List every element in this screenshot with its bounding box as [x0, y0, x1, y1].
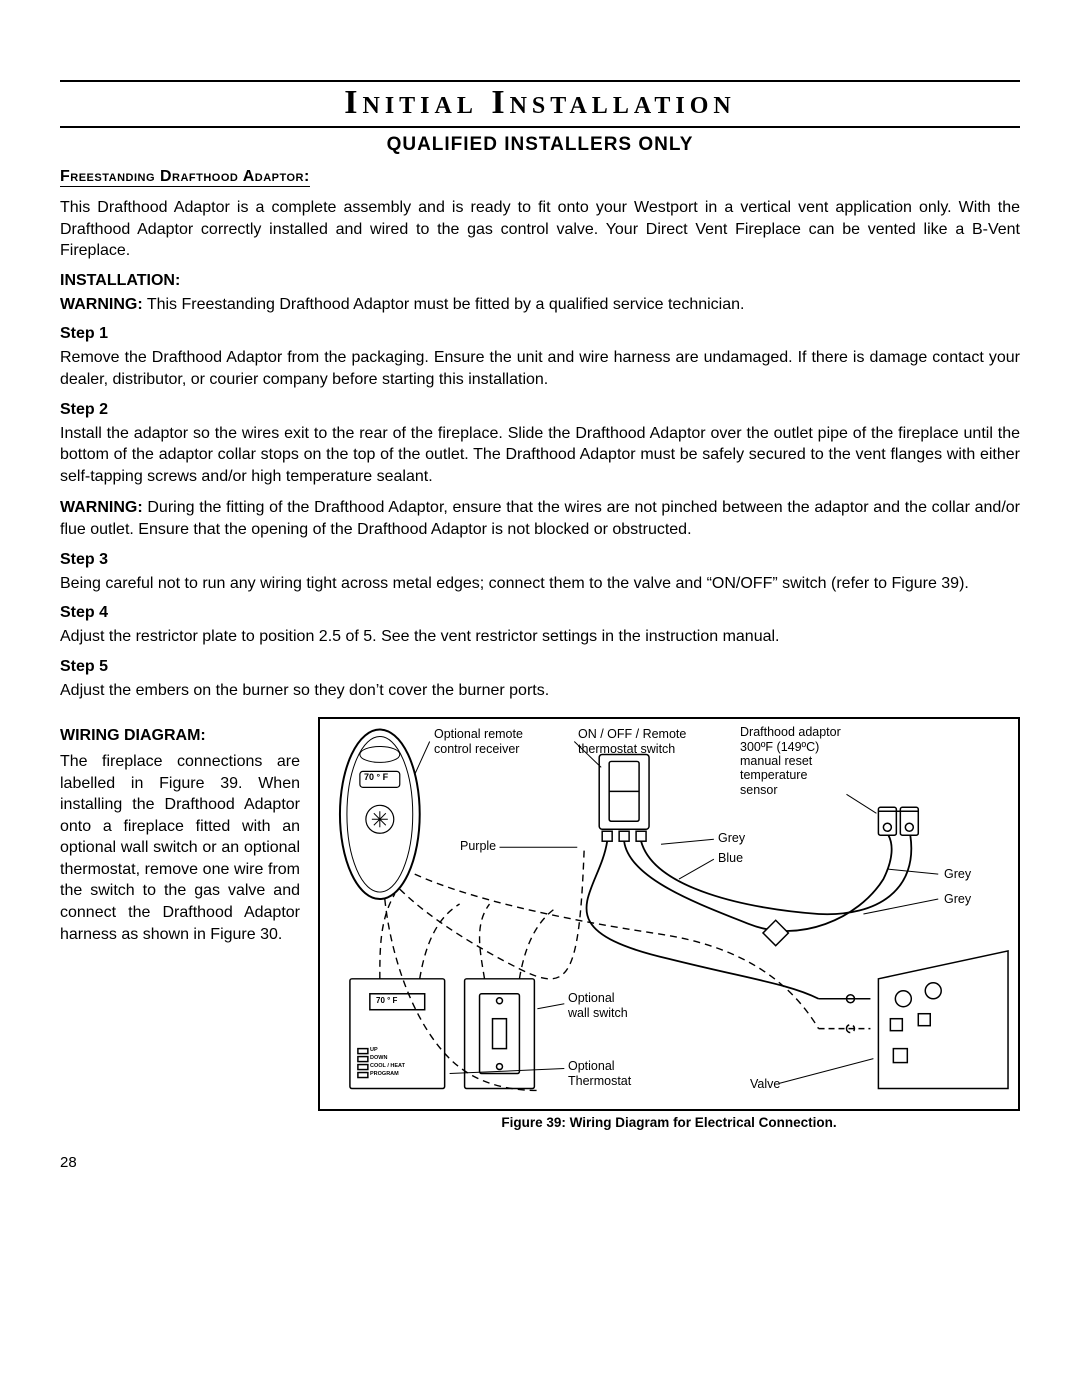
section-heading-adaptor: Freestanding Drafthood Adaptor: [60, 168, 310, 187]
wiring-right-col: Optional remotecontrol receiver ON / OFF… [318, 717, 1020, 1130]
step5-heading: Step 5 [60, 658, 1020, 676]
label-grey-3: Grey [944, 892, 971, 906]
diagram-caption: Figure 39: Wiring Diagram for Electrical… [318, 1115, 1020, 1130]
label-grey-1: Grey [718, 831, 745, 845]
page-title: Initial Installation [60, 84, 1020, 122]
page-number: 28 [60, 1154, 1020, 1171]
wiring-diagram: Optional remotecontrol receiver ON / OFF… [318, 717, 1020, 1111]
label-optional-remote: Optional remotecontrol receiver [434, 727, 523, 756]
page-subtitle: QUALIFIED INSTALLERS ONLY [60, 134, 1020, 156]
label-valve: Valve [750, 1077, 780, 1091]
label-purple: Purple [460, 839, 496, 853]
installation-heading: INSTALLATION: [60, 272, 1020, 290]
step2-heading: Step 2 [60, 401, 1020, 419]
warning-label-2: WARNING: [60, 499, 143, 516]
remote-temp-readout: 70 ° F [364, 772, 388, 782]
warning-label: WARNING: [60, 296, 143, 313]
label-onoff-switch: ON / OFF / Remotethermostat switch [578, 727, 686, 756]
warning-text-2: During the fitting of the Drafthood Adap… [60, 499, 1020, 538]
label-optional-thermostat: OptionalThermostat [568, 1059, 631, 1088]
warning-text: This Freestanding Drafthood Adaptor must… [143, 296, 745, 313]
step3-text: Being careful not to run any wiring tigh… [60, 573, 1020, 595]
label-drafthood-adaptor: Drafthood adaptor300ºF (149ºC)manual res… [740, 725, 890, 797]
wiring-section: WIRING DIAGRAM: The fireplace connection… [60, 717, 1020, 1130]
step4-text: Adjust the restrictor plate to position … [60, 626, 1020, 648]
wiring-text: The fireplace connections are labelled i… [60, 751, 300, 945]
step4-heading: Step 4 [60, 604, 1020, 622]
wiring-heading: WIRING DIAGRAM: [60, 725, 300, 747]
step2-warning: WARNING: During the fitting of the Draft… [60, 497, 1020, 540]
step5-text: Adjust the embers on the burner so they … [60, 680, 1020, 702]
label-blue: Blue [718, 851, 743, 865]
step1-heading: Step 1 [60, 325, 1020, 343]
installation-warning: WARNING: This Freestanding Drafthood Ada… [60, 294, 1020, 316]
step2-text: Install the adaptor so the wires exit to… [60, 423, 1020, 488]
wiring-left-col: WIRING DIAGRAM: The fireplace connection… [60, 717, 300, 1130]
step1-text: Remove the Drafthood Adaptor from the pa… [60, 347, 1020, 390]
thermostat-buttons: UPDOWNCOOL / HEATPROGRAM [370, 1047, 405, 1079]
label-optional-wall-switch: Optionalwall switch [568, 991, 628, 1020]
title-rule: Initial Installation [60, 80, 1020, 128]
label-grey-2: Grey [944, 867, 971, 881]
step3-heading: Step 3 [60, 551, 1020, 569]
wiring-diagram-svg [320, 719, 1018, 1109]
adaptor-intro-text: This Drafthood Adaptor is a complete ass… [60, 197, 1020, 262]
thermostat-temp-readout: 70 ° F [376, 996, 397, 1005]
page-root: Initial Installation QUALIFIED INSTALLER… [0, 0, 1080, 1211]
